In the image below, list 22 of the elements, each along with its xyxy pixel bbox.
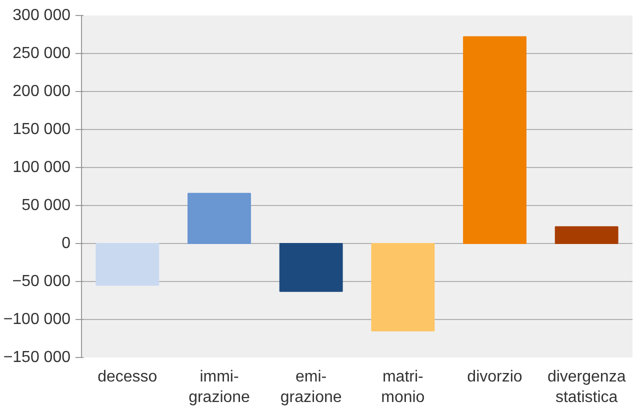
y-tick-label: 250 000 [12, 45, 71, 62]
y-tick-label: −50 000 [12, 273, 71, 290]
y-tick-label: 300 000 [12, 7, 71, 24]
x-tick-label: emi- grazione [280, 368, 342, 406]
y-tick-label: 0 [62, 235, 71, 252]
y-tick-label: −100 000 [3, 311, 71, 328]
bar [371, 243, 435, 332]
y-tick-label: 50 000 [22, 197, 71, 214]
bar [279, 243, 343, 292]
y-tick-label: 100 000 [12, 159, 71, 176]
x-tick-label: immi- grazione [188, 368, 250, 406]
y-tick-label: −150 000 [3, 349, 71, 366]
bar [463, 36, 526, 244]
x-tick-label: decesso [98, 368, 158, 386]
x-tick-label: divorzio [467, 368, 522, 386]
x-tick-label: divergenza statistica [547, 368, 626, 406]
y-tick-label: 150 000 [12, 121, 71, 138]
y-tick-label: 200 000 [12, 83, 71, 100]
bar [188, 192, 251, 244]
bar [554, 226, 618, 244]
bar [96, 243, 160, 286]
x-tick-label: matri- monio [381, 368, 425, 406]
